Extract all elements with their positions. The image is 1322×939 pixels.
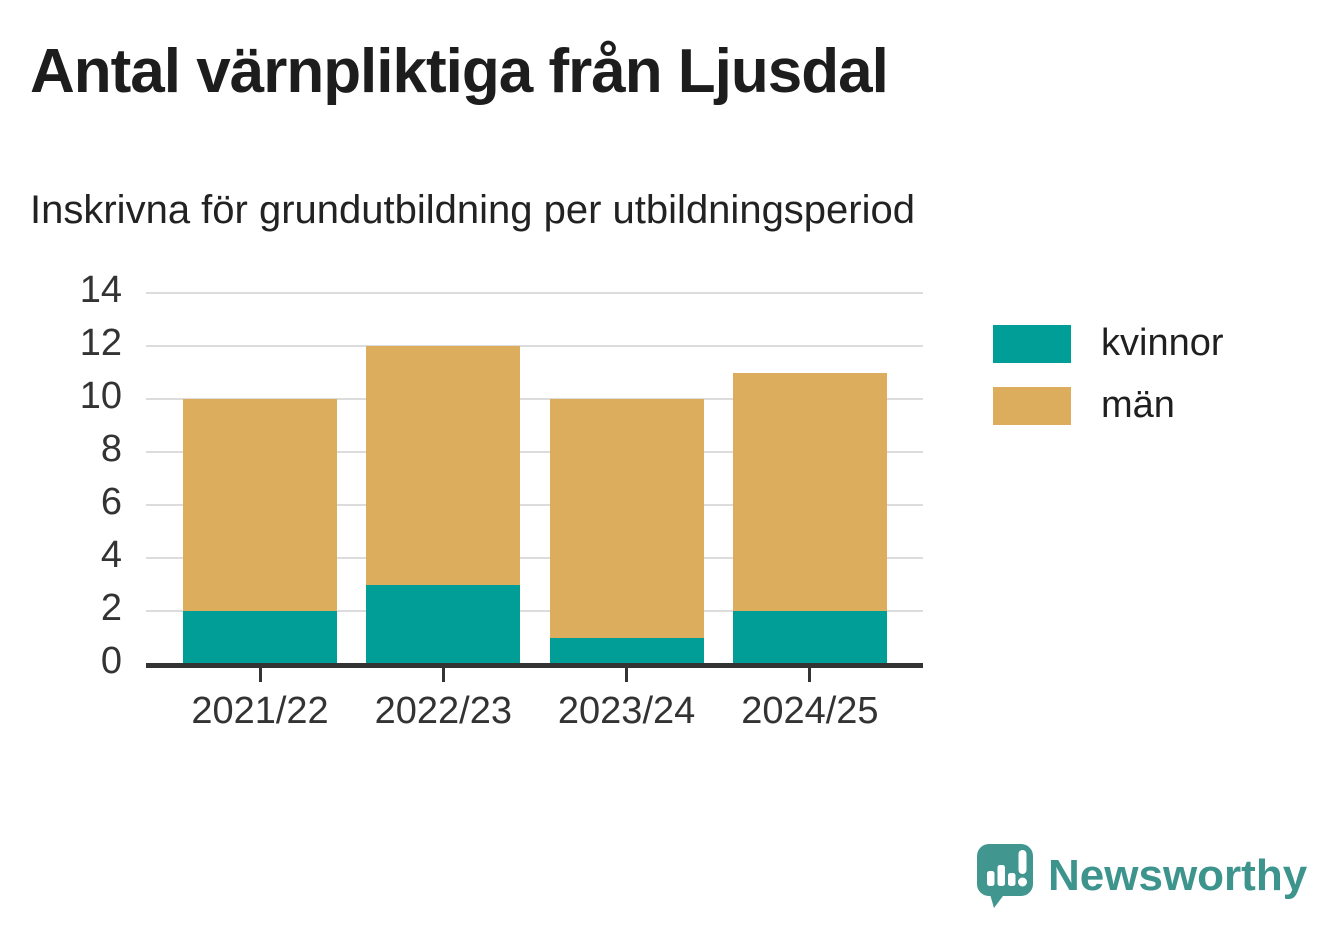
legend-swatch-män	[993, 386, 1071, 425]
gridline	[146, 398, 923, 400]
legend-label: kvinnor	[1101, 322, 1224, 364]
legend: kvinnor män	[993, 322, 1224, 427]
bar-segment-män	[183, 399, 337, 611]
chart-title: Antal värnpliktiga från Ljusdal	[30, 37, 889, 106]
gridline	[146, 557, 923, 559]
y-axis-tick-label: 12	[79, 322, 122, 364]
x-axis-tick	[625, 668, 629, 682]
gridline	[146, 345, 923, 347]
bar-segment-kvinnor	[732, 611, 887, 664]
x-axis-tick	[808, 668, 812, 682]
legend-item: män	[993, 383, 1224, 427]
y-axis-tick-label: 14	[79, 269, 122, 311]
x-axis-line	[146, 663, 923, 668]
x-axis-tick-label: 2021/22	[191, 690, 329, 732]
y-axis-tick-label: 8	[100, 428, 122, 470]
legend-label: män	[1101, 383, 1175, 426]
bar-segment-kvinnor	[183, 611, 337, 664]
bar-segment-män	[366, 346, 521, 585]
newsworthy-logo-icon	[977, 844, 1033, 908]
gridline	[146, 504, 923, 506]
x-axis-tick-label: 2024/25	[741, 690, 879, 732]
legend-swatch-kvinnor	[993, 324, 1071, 363]
bar-segment-kvinnor	[366, 584, 521, 664]
x-axis-tick	[441, 668, 445, 682]
newsworthy-logo-text: Newsworthy	[1048, 851, 1308, 900]
y-axis-tick-label: 10	[79, 375, 122, 417]
x-axis-tick-label: 2022/23	[374, 690, 512, 732]
bar-segment-män	[549, 399, 704, 638]
gridline	[146, 610, 923, 612]
x-axis-tick-label: 2023/24	[557, 690, 696, 732]
gridline	[146, 451, 923, 453]
x-axis-tick	[258, 668, 262, 682]
bar-segment-män	[732, 372, 887, 611]
y-axis-tick-label: 2	[100, 587, 122, 629]
legend-item: kvinnor	[993, 322, 1224, 365]
chart-subtitle: Inskrivna för grundutbildning per utbild…	[30, 188, 915, 232]
y-axis-tick-label: 6	[100, 481, 122, 523]
newsworthy-branding: Newsworthy	[976, 843, 1307, 909]
y-axis-tick-label: 0	[100, 640, 122, 682]
y-axis-tick-label: 4	[100, 534, 122, 576]
gridline	[146, 292, 923, 294]
bar-segment-kvinnor	[549, 637, 704, 664]
